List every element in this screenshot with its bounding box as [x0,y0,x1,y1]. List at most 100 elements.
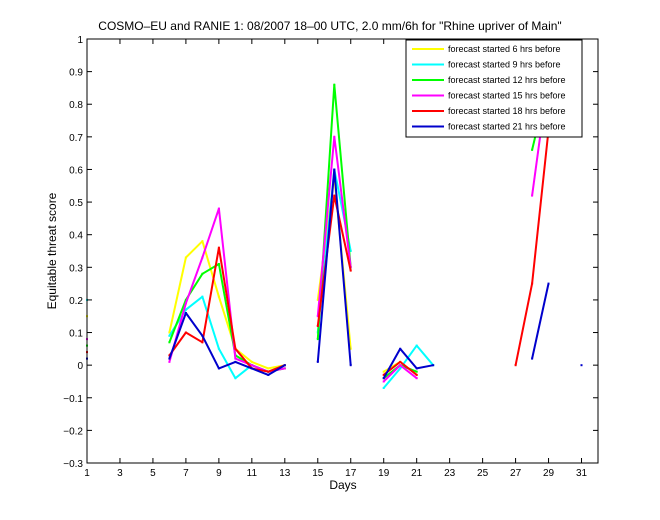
data-point [514,364,517,367]
x-tick-label: 19 [378,468,390,479]
y-tick-label: 0.8 [69,100,83,111]
y-tick-label: 0 [77,361,83,372]
series-line [382,344,434,389]
data-point [267,370,270,373]
data-point [168,334,171,337]
data-point [382,377,385,380]
x-tick-label: 5 [150,468,156,479]
y-tick-label: 0.7 [69,133,83,144]
x-tick-label: 23 [444,468,456,479]
data-point [333,194,336,197]
x-tick-label: 1 [84,468,90,479]
data-point [201,272,204,275]
data-point [316,325,319,327]
x-tick-label: 9 [216,468,222,479]
data-point [333,83,336,86]
data-point [234,347,237,350]
chart-title: COSMO–EU and RANIE 1: 08/2007 18–00 UTC,… [98,19,561,33]
data-point [234,360,237,363]
y-tick-label: 0.3 [69,263,83,274]
y-tick-label: 0.2 [69,296,83,307]
data-point [399,367,402,370]
data-point [531,148,534,151]
series-5 [86,129,550,376]
y-tick-label: 0.4 [69,231,83,242]
data-point [399,364,402,367]
legend-entry: forecast started 9 hrs before [412,60,561,70]
data-point [184,308,187,311]
data-point [382,387,385,389]
data-point [382,370,385,373]
data-point [316,298,319,301]
data-point [201,256,204,259]
legend-label: forecast started 21 hrs before [448,122,566,132]
data-point [217,207,220,210]
series-line [382,347,434,379]
x-tick-label: 27 [510,468,522,479]
data-point [267,367,270,370]
y-tick-label: 0.9 [69,68,83,79]
legend-box [405,39,583,138]
x-tick-label: 15 [312,468,324,479]
data-point [168,357,171,360]
data-point [531,282,534,285]
data-point [201,334,204,337]
data-point [415,344,418,347]
data-point [234,377,237,380]
data-point [531,194,534,197]
legend-label: forecast started 9 hrs before [448,60,561,70]
legend-label: forecast started 18 hrs before [448,106,566,116]
x-tick-label: 17 [345,468,357,479]
legend-entry: forecast started 6 hrs before [412,44,561,54]
legend-entry: forecast started 18 hrs before [412,106,566,116]
axes-layer: 1 3 5 7 9 11 13 15 17 19 21 23 25 27 29 31−0.3−0.2−0.10… [63,35,599,479]
y-tick-label: 0.6 [69,165,83,176]
data-point [184,312,187,314]
data-point [201,240,204,243]
y-tick-label: 0.5 [69,198,83,209]
data-point [184,298,187,301]
data-point [382,380,385,383]
y-tick-label: −0.1 [63,394,83,405]
x-tick-label: 29 [543,468,555,479]
x-tick-label: 21 [411,468,423,479]
data-point [234,357,237,360]
series-line [168,246,286,373]
data-point [333,135,336,138]
data-point [316,338,319,341]
x-tick-label: 25 [477,468,489,479]
legend-entry: forecast started 12 hrs before [412,75,566,85]
x-tick-label: 13 [279,468,291,479]
y-tick-label: 0.1 [69,329,83,340]
data-point [250,360,253,363]
data-point [217,347,220,350]
data-point [399,360,402,363]
x-tick-label: 11 [247,468,258,479]
series-6 [86,168,583,380]
x-tick-label: 7 [183,468,189,479]
data-point [217,246,220,249]
x-tick-label: 3 [117,468,123,479]
y-tick-label: 1 [77,35,83,46]
legend-label: forecast started 12 hrs before [448,75,566,85]
data-point [415,367,418,370]
data-point [283,367,286,370]
data-point [250,364,253,367]
data-point [432,364,435,367]
data-point [349,347,352,350]
legend-label: forecast started 15 hrs before [448,91,566,101]
data-point [316,315,319,318]
y-axis-label: Equitable threat score [45,192,59,309]
data-point [201,341,204,344]
legend: forecast started 6 hrs before forecast st… [405,39,583,138]
data-point [250,367,253,370]
legend-label: forecast started 6 hrs before [448,44,561,54]
legend-entry: forecast started 21 hrs before [412,122,566,132]
data-point [217,295,220,298]
data-point [168,331,171,334]
data-point [349,269,352,272]
plot-frame [86,38,599,464]
data-point [547,282,550,285]
x-axis-label: Days [329,478,356,492]
